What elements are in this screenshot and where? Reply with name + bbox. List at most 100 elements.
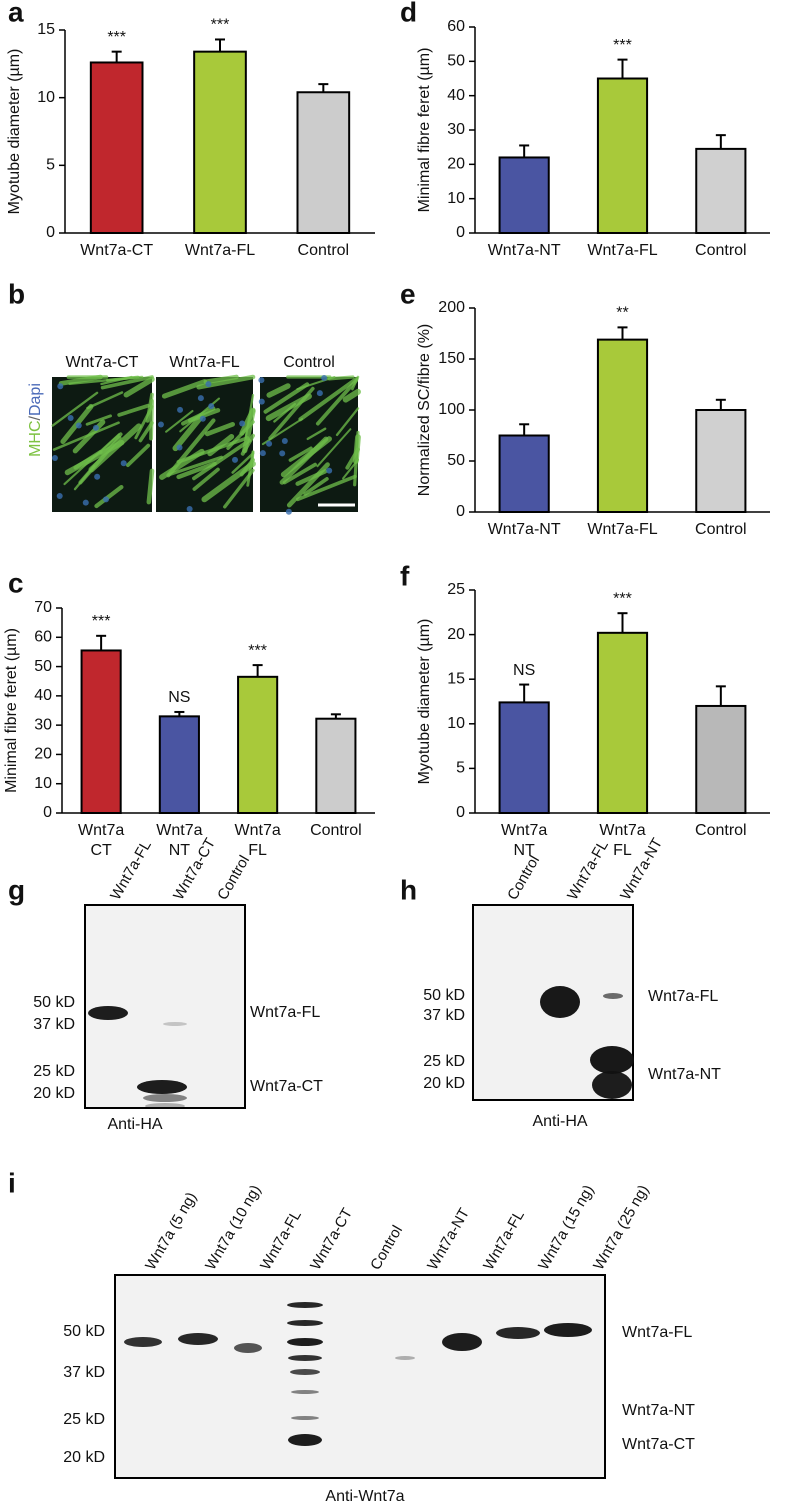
lane-label: Wnt7a-FL: [480, 1207, 528, 1273]
lane-label: Wnt7a-CT: [307, 1205, 356, 1273]
band: [442, 1333, 482, 1351]
myotube: [226, 420, 255, 450]
x-tick-label: Control: [298, 242, 350, 259]
x-tick-label: Control: [695, 822, 747, 839]
y-tick-label: 40: [34, 687, 52, 704]
nucleus: [266, 440, 273, 447]
stain-text: Dapi: [27, 383, 44, 416]
myotube: [100, 375, 154, 390]
myotube: [52, 421, 120, 451]
lane-label: Control: [367, 1223, 406, 1273]
y-tick-label: 10: [447, 190, 465, 207]
y-tick-label: 0: [46, 224, 55, 241]
lane-label: Control: [283, 354, 335, 371]
marker-label: 37 kD: [33, 1016, 75, 1033]
band: [496, 1327, 540, 1339]
significance-label: ***: [211, 17, 230, 34]
panel-letter: g: [8, 874, 25, 905]
band: [590, 1046, 634, 1074]
myotube: [134, 405, 154, 440]
y-tick-label: 15: [37, 21, 55, 38]
myotube: [303, 477, 329, 496]
band: [288, 1355, 322, 1361]
bar: [193, 50, 247, 234]
myotube: [85, 414, 112, 426]
x-tick-label: Control: [695, 242, 747, 259]
lane-label: Wnt7a (10 ng): [202, 1182, 264, 1273]
y-tick-label: 70: [34, 599, 52, 616]
nucleus: [94, 473, 101, 480]
lane-label: Wnt7a-FL: [107, 837, 155, 903]
myotube: [161, 379, 208, 399]
panel-letter: c: [8, 567, 24, 598]
myotube: [352, 434, 361, 464]
marker-label: 25 kD: [63, 1411, 105, 1428]
panel-letter: i: [8, 1167, 16, 1198]
significance-label: **: [616, 305, 628, 322]
antibody-label: Anti-HA: [532, 1113, 587, 1130]
myotube: [335, 407, 360, 437]
y-tick-label: 20: [34, 746, 52, 763]
y-tick-label: 30: [34, 716, 52, 733]
y-tick-label: 50: [447, 53, 465, 70]
nucleus: [199, 415, 206, 422]
band: [592, 1071, 632, 1099]
x-tick-label: Wnt7a NT: [156, 822, 202, 859]
y-tick-label: 100: [438, 401, 465, 418]
bar: [498, 434, 550, 513]
x-tick-label: Wnt7a FL: [235, 822, 281, 859]
myotube: [244, 393, 255, 439]
band: [88, 1006, 128, 1020]
antibody-label: Anti-HA: [107, 1116, 162, 1133]
y-tick-label: 0: [456, 804, 465, 821]
x-tick-label: Wnt7a CT: [78, 822, 124, 859]
myotube: [306, 427, 327, 441]
stain-label: MHC/Dapi: [27, 383, 44, 457]
lane-label: Wnt7a (15 ng): [535, 1182, 597, 1273]
myotube: [94, 484, 124, 509]
x-tick-label: Wnt7a NT: [501, 822, 547, 859]
nucleus: [102, 496, 109, 503]
y-tick-label: 200: [438, 299, 465, 316]
band: [287, 1338, 323, 1346]
myotube: [295, 469, 328, 486]
nucleus: [285, 508, 292, 515]
y-tick-label: 150: [438, 350, 465, 367]
bar: [89, 61, 144, 235]
significance-label: ***: [613, 37, 632, 54]
band: [544, 1323, 592, 1337]
myotube: [296, 375, 336, 391]
nucleus: [279, 450, 286, 457]
nucleus: [281, 438, 288, 445]
band-label: Wnt7a-FL: [250, 1004, 320, 1021]
lane-label: Wnt7a-FL: [257, 1207, 305, 1273]
nucleus: [56, 492, 63, 499]
nucleus: [67, 415, 74, 422]
bar: [695, 704, 747, 815]
band-label: Wnt7a-FL: [648, 988, 718, 1005]
bar: [498, 156, 550, 234]
band-label: Wnt7a-FL: [622, 1324, 692, 1341]
marker-label: 50 kD: [63, 1323, 105, 1340]
myotube: [123, 376, 155, 398]
y-axis-label: Minimal fibre feret (µm): [3, 628, 20, 793]
lane-label: Wnt7a-FL: [564, 837, 612, 903]
y-tick-label: 50: [447, 452, 465, 469]
myotube: [204, 421, 236, 437]
significance-label: ***: [107, 29, 126, 46]
marker-label: 50 kD: [423, 987, 465, 1004]
y-axis-label: Minimal fibre feret (µm): [416, 48, 433, 213]
myotube: [223, 468, 255, 509]
nucleus: [92, 424, 99, 431]
myotube: [192, 438, 252, 481]
y-tick-label: 60: [34, 629, 52, 646]
myotube: [149, 399, 154, 441]
myotube: [167, 455, 224, 477]
nucleus: [157, 421, 164, 428]
band: [287, 1302, 323, 1308]
y-tick-label: 25: [447, 581, 465, 598]
significance-label: ***: [248, 642, 267, 659]
lane-label: Control: [214, 853, 253, 903]
y-tick-label: 10: [37, 89, 55, 106]
